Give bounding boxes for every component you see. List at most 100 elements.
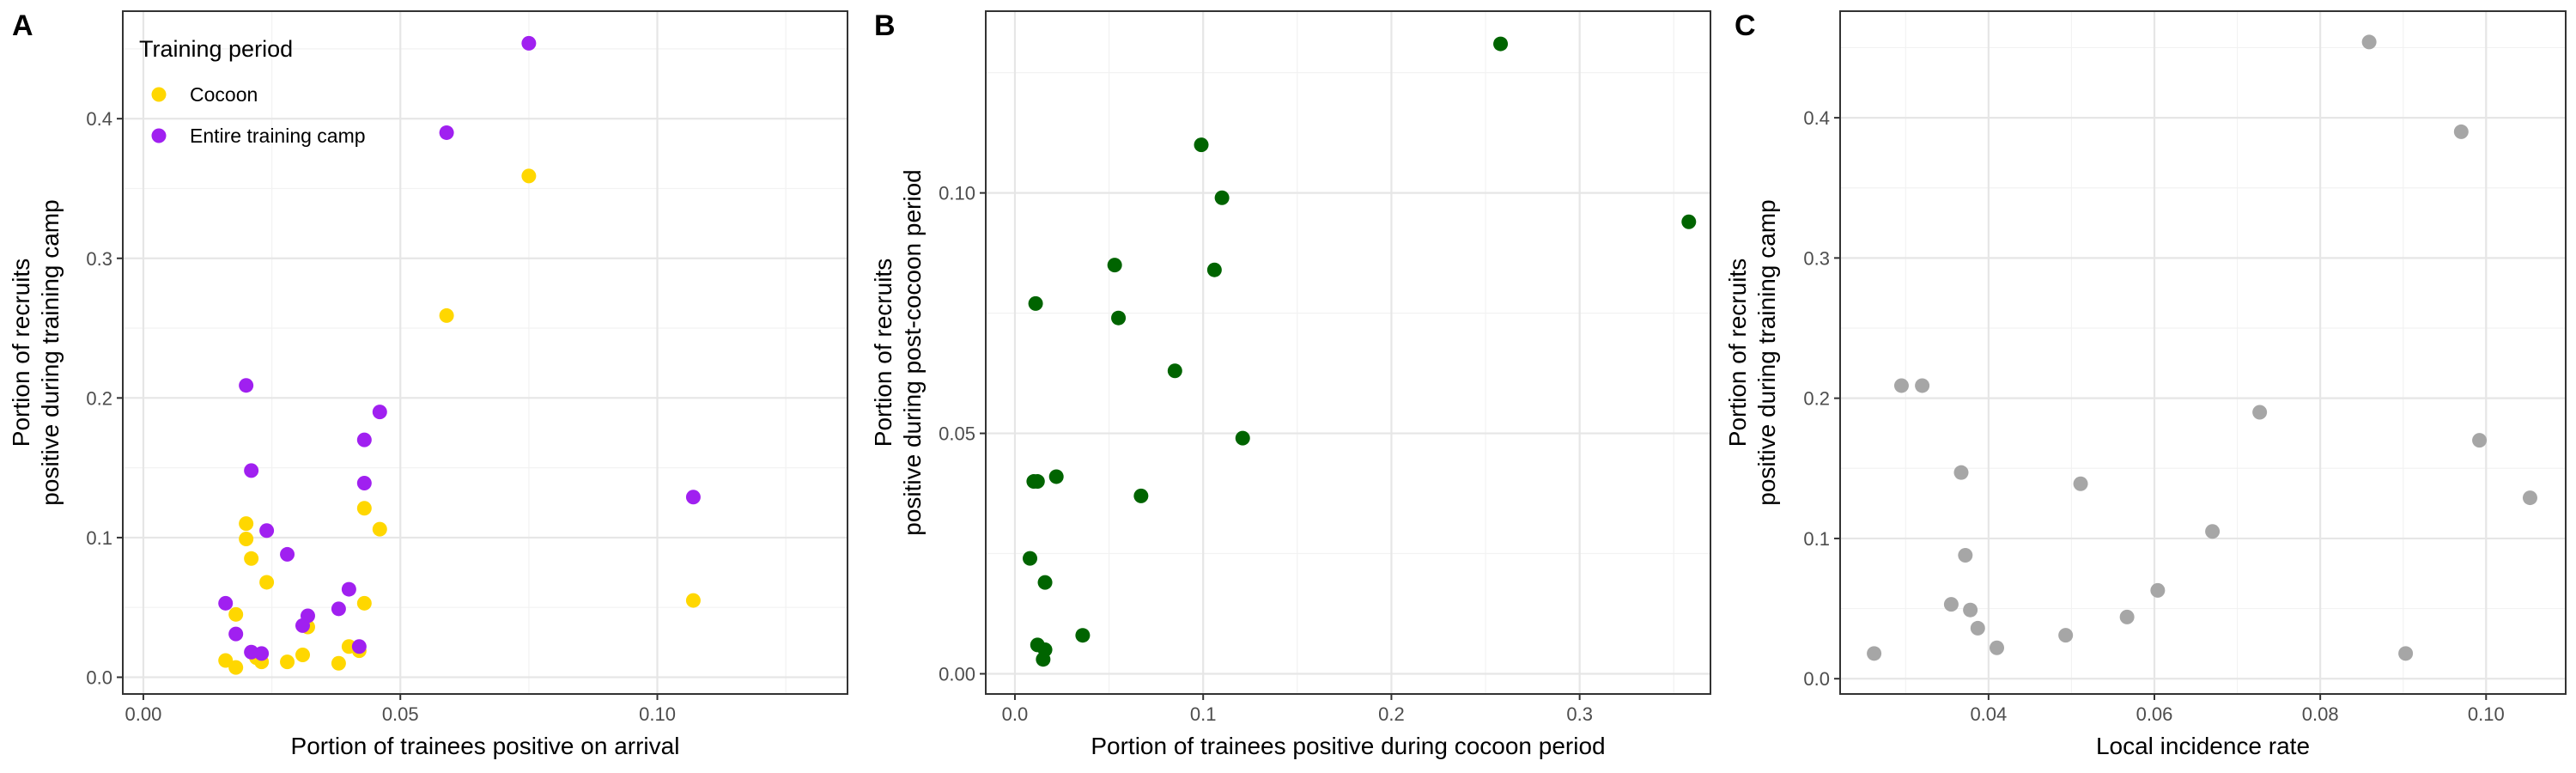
y-axis-label-line-1: Portion of recruits bbox=[8, 259, 34, 447]
legend-entry: Entire training camp bbox=[190, 125, 366, 147]
point-b-series bbox=[1048, 469, 1064, 484]
y-tick-label: 0.4 bbox=[1803, 107, 1830, 129]
point-c-series bbox=[1970, 620, 1985, 636]
y-tick-label: 0.10 bbox=[939, 183, 975, 204]
panel-frame bbox=[1839, 10, 2567, 695]
point-a-entire-training-camp bbox=[685, 490, 701, 505]
point-a-cocoon bbox=[439, 307, 454, 323]
y-axis-label-line-1: Portion of recruits bbox=[870, 259, 896, 447]
x-tick-label: 0.3 bbox=[1566, 703, 1593, 725]
point-a-cocoon bbox=[244, 551, 259, 566]
point-a-entire-training-camp bbox=[254, 646, 270, 661]
y-tick-label: 0.00 bbox=[939, 663, 975, 685]
x-axis-label: Portion of trainees positive during coco… bbox=[1091, 733, 1605, 759]
point-c-series bbox=[2522, 490, 2537, 506]
point-a-entire-training-camp bbox=[351, 639, 367, 654]
point-b-series bbox=[1111, 310, 1127, 326]
y-tick-label: 0.2 bbox=[1803, 388, 1830, 410]
point-a-cocoon bbox=[259, 575, 275, 590]
panel-frame bbox=[985, 10, 1711, 695]
legend-key bbox=[151, 87, 167, 102]
point-a-entire-training-camp bbox=[218, 595, 234, 611]
point-b-series bbox=[1037, 642, 1053, 657]
point-a-entire-training-camp bbox=[372, 405, 387, 420]
point-c-series bbox=[2073, 476, 2088, 491]
x-tick-label: 0.1 bbox=[1190, 703, 1217, 725]
point-a-cocoon bbox=[521, 168, 537, 184]
point-c-series bbox=[1893, 378, 1909, 393]
x-tick-label: 0.10 bbox=[639, 703, 676, 725]
point-b-series bbox=[1681, 214, 1697, 229]
legend-entry: Cocoon bbox=[190, 83, 258, 106]
point-c-series bbox=[1943, 597, 1959, 612]
y-axis-label-line-1: Portion of recruits bbox=[1724, 259, 1751, 447]
point-a-cocoon bbox=[239, 516, 254, 532]
point-b-series bbox=[1107, 258, 1122, 273]
point-c-series bbox=[1990, 640, 2005, 655]
y-tick-label: 0.3 bbox=[1803, 247, 1830, 269]
point-c-series bbox=[2119, 609, 2135, 624]
point-c-series bbox=[2150, 582, 2166, 598]
point-b-series bbox=[1028, 295, 1043, 311]
point-a-entire-training-camp bbox=[239, 378, 254, 393]
y-tick-label: 0.1 bbox=[86, 527, 112, 549]
point-a-entire-training-camp bbox=[521, 35, 537, 51]
point-c-series bbox=[2205, 524, 2221, 539]
point-a-entire-training-camp bbox=[356, 432, 372, 447]
point-c-series bbox=[2361, 34, 2377, 50]
point-a-cocoon bbox=[331, 655, 346, 671]
x-axis-label: Portion of trainees positive on arrival bbox=[291, 733, 680, 759]
point-c-series bbox=[1867, 646, 1882, 661]
point-a-cocoon bbox=[228, 660, 244, 675]
y-tick-label: 0.0 bbox=[86, 666, 112, 688]
point-b-series bbox=[1023, 551, 1038, 566]
point-a-entire-training-camp bbox=[280, 546, 295, 562]
point-b-series bbox=[1214, 190, 1230, 205]
x-tick-label: 0.06 bbox=[2136, 703, 2173, 725]
x-tick-label: 0.08 bbox=[2302, 703, 2339, 725]
point-a-cocoon bbox=[685, 593, 701, 608]
point-b-series bbox=[1037, 575, 1053, 590]
y-axis-label-line-2: positive during post-cocoon period bbox=[899, 169, 926, 535]
point-a-cocoon bbox=[295, 647, 311, 662]
point-b-series bbox=[1194, 137, 1209, 153]
point-c-series bbox=[2252, 405, 2268, 420]
point-a-entire-training-camp bbox=[439, 125, 454, 140]
panel-frame bbox=[122, 10, 848, 695]
point-c-series bbox=[1958, 548, 1973, 563]
point-b-series bbox=[1167, 363, 1182, 379]
y-axis-label-line-2: positive during training camp bbox=[1753, 199, 1780, 505]
point-b-series bbox=[1206, 262, 1222, 277]
point-c-series bbox=[1953, 465, 1969, 480]
x-axis-label: Local incidence rate bbox=[2096, 733, 2310, 759]
panel-letter-c: C bbox=[1735, 9, 1756, 42]
y-tick-label: 0.3 bbox=[86, 248, 112, 270]
point-a-cocoon bbox=[356, 595, 372, 611]
point-b-series bbox=[1075, 628, 1091, 643]
x-tick-label: 0.2 bbox=[1378, 703, 1405, 725]
x-tick-label: 0.05 bbox=[382, 703, 419, 725]
y-tick-label: 0.05 bbox=[939, 423, 975, 445]
point-a-entire-training-camp bbox=[331, 601, 346, 617]
legend-title: Training period bbox=[139, 36, 293, 62]
x-tick-label: 0.0 bbox=[1002, 703, 1029, 725]
point-a-cocoon bbox=[372, 521, 387, 537]
point-a-entire-training-camp bbox=[356, 476, 372, 491]
y-tick-label: 0.1 bbox=[1803, 528, 1830, 550]
panel-letter-a: A bbox=[12, 9, 33, 42]
panel-letter-b: B bbox=[874, 9, 896, 42]
point-a-cocoon bbox=[239, 532, 254, 547]
y-tick-label: 0.0 bbox=[1803, 668, 1830, 690]
y-axis-label-line-2: positive during training camp bbox=[37, 199, 64, 505]
panel-a-scatter: 0.00 0.05 0.10 0.0 0.1 0.2 0.3 0.4 Portion of tr… bbox=[8, 10, 848, 759]
point-b-series bbox=[1235, 430, 1250, 446]
point-a-entire-training-camp bbox=[259, 523, 275, 539]
point-c-series bbox=[2398, 646, 2414, 661]
point-a-entire-training-camp bbox=[341, 581, 356, 597]
point-c-series bbox=[1963, 602, 1978, 618]
x-tick-label: 0.00 bbox=[125, 703, 162, 725]
y-tick-label: 0.2 bbox=[86, 387, 112, 409]
point-c-series bbox=[1915, 378, 1930, 393]
point-b-series bbox=[1493, 36, 1509, 52]
point-c-series bbox=[2472, 433, 2488, 448]
